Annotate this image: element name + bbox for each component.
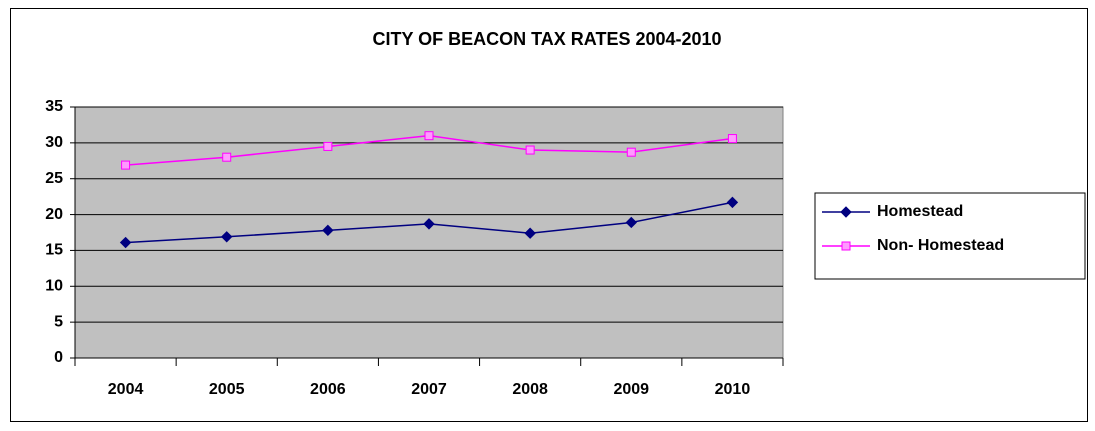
data-point	[726, 196, 739, 209]
data-point	[525, 145, 535, 155]
data-point	[119, 236, 132, 249]
x-tick-label: 2010	[715, 381, 751, 398]
x-tick-label: 2009	[613, 381, 649, 398]
y-tick-label: 30	[45, 134, 63, 151]
legend-label: Homestead	[877, 203, 963, 220]
x-tick-label: 2004	[108, 381, 144, 398]
data-point	[423, 218, 435, 230]
x-tick-label: 2006	[310, 381, 346, 398]
legend-marker	[841, 241, 851, 251]
chart-title: CITY OF BEACON TAX RATES 2004-2010	[372, 29, 721, 49]
y-tick-label: 20	[45, 206, 63, 223]
x-tick-label: 2008	[512, 381, 548, 398]
data-point	[625, 216, 637, 229]
data-point	[524, 227, 536, 239]
data-point	[221, 231, 233, 243]
y-tick-label: 25	[45, 170, 63, 187]
data-point	[322, 224, 334, 237]
data-point	[626, 147, 636, 157]
data-point	[424, 131, 434, 141]
x-tick-label: 2007	[411, 381, 447, 398]
y-tick-label: 10	[45, 278, 63, 295]
plot-area	[74, 106, 784, 359]
legend-marker	[840, 206, 852, 218]
data-point	[727, 134, 737, 144]
legend-label: Non- Homestead	[877, 237, 1004, 254]
y-tick-label: 5	[54, 313, 63, 330]
data-point	[121, 160, 131, 170]
data-point	[222, 152, 232, 162]
y-tick-label: 0	[54, 349, 63, 366]
y-tick-label: 35	[45, 98, 63, 115]
x-tick-label: 2005	[209, 381, 245, 398]
data-point	[323, 141, 333, 151]
legend-box	[814, 192, 1086, 280]
y-tick-label: 15	[45, 242, 63, 259]
